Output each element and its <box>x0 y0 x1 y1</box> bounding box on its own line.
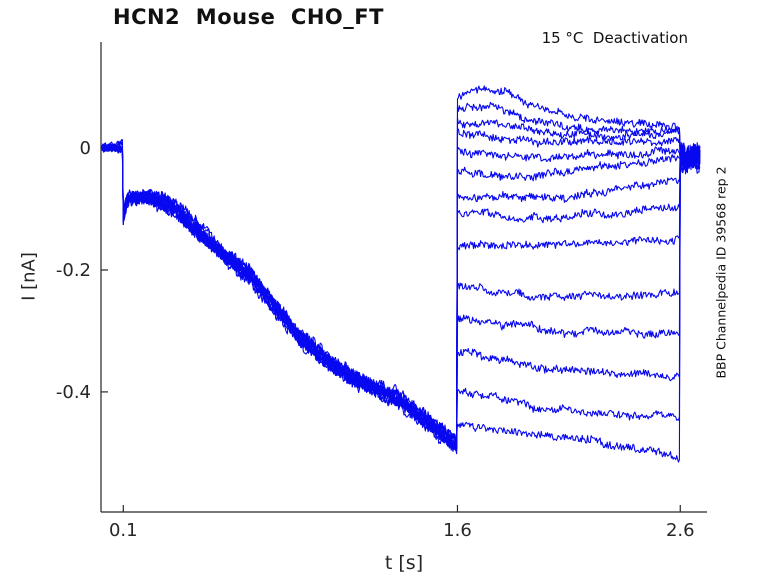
current-sweep-trace <box>101 141 701 452</box>
y-tick-label: -0.2 <box>56 260 91 281</box>
x-tick-label: 1.6 <box>443 520 472 541</box>
current-sweep-trace <box>101 144 701 455</box>
y-tick-label: 0 <box>80 138 91 159</box>
current-sweep-trace <box>101 145 701 443</box>
x-tick-label: 2.6 <box>666 520 695 541</box>
x-axis-label: t [s] <box>384 552 424 574</box>
chart-title: HCN2 Mouse CHO_FT <box>113 5 384 29</box>
current-sweep-trace <box>101 143 701 463</box>
y-tick-label: -0.4 <box>56 382 91 403</box>
x-tick-label: 0.1 <box>109 520 138 541</box>
condition-annotation: 15 °C Deactivation <box>541 29 688 47</box>
